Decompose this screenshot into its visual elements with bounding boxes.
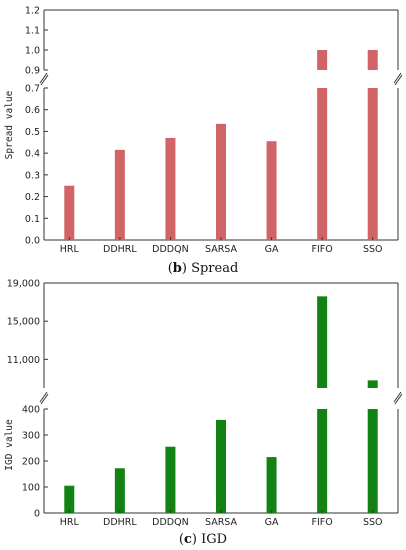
x-tick-label: DDDQN — [152, 244, 189, 255]
y-tick-label: 400 — [22, 405, 40, 416]
y-tick-label: 1.0 — [25, 46, 40, 57]
x-tick-label: SARSA — [205, 244, 238, 255]
chart-panel-c: 0 100 200 300 400 11,000 15,000 19,000 HRL DDHRL D… — [4, 279, 403, 547]
y-tick-label: 1.2 — [25, 6, 40, 17]
y-tick-label: 100 — [22, 483, 40, 494]
axis-break-mark — [39, 391, 48, 403]
x-tick-label: GA — [265, 244, 279, 255]
x-tick-label: GA — [265, 517, 279, 528]
bar-ga — [266, 457, 277, 513]
bar-dddqn — [165, 137, 176, 240]
axis-break-gap — [39, 393, 49, 403]
y-tick-label: 0.0 — [25, 236, 40, 247]
axis-break-gap — [39, 74, 49, 84]
x-tick-label: SSO — [363, 517, 383, 528]
bar-sso — [367, 88, 378, 240]
x-tick-label: HRL — [60, 244, 80, 255]
bar-sarsa — [216, 123, 226, 240]
y-tick-label: 0.5 — [25, 127, 40, 138]
y-tick-label: 0.6 — [25, 105, 40, 116]
y-tick-label: 1.1 — [25, 26, 40, 37]
bar-ga — [266, 141, 277, 240]
bar-fifo — [317, 409, 328, 513]
bar-fifo — [317, 88, 328, 240]
y-tick-label: 200 — [22, 457, 40, 468]
bar-hrl — [64, 485, 75, 513]
bar-ddhrl — [114, 468, 125, 513]
x-tick-label: DDDQN — [152, 517, 189, 528]
axis-break-mark — [40, 393, 49, 405]
axis-break-mark — [393, 72, 402, 84]
y-tick-label: 0.9 — [25, 66, 40, 77]
y-tick-label: 0.4 — [25, 149, 40, 160]
y-tick-label: 0.2 — [25, 192, 40, 203]
bar-dddqn — [165, 446, 176, 513]
x-tick-label: FIFO — [312, 244, 333, 255]
axis-break-mark — [394, 393, 403, 405]
bar-sso-upper — [367, 50, 378, 70]
bar-sso-upper — [367, 380, 378, 388]
axis-break-mark — [393, 391, 402, 403]
panel-caption: (b) Spread — [168, 261, 239, 276]
bar-sarsa — [216, 419, 226, 513]
axis-break-mark — [40, 74, 49, 86]
y-tick-label: 0 — [34, 509, 40, 520]
y-axis-title: Spread value — [4, 90, 15, 159]
bar-hrl — [64, 185, 75, 240]
y-tick-label: 15,000 — [7, 317, 40, 328]
chart-panel-b: 0.0 0.1 0.2 0.3 0.4 0.5 0.6 0.7 0.9 1.0 1.1 1.2 HRL D… — [4, 6, 403, 276]
bar-sso — [367, 409, 378, 513]
y-tick-label: 0.7 — [25, 84, 40, 95]
y-tick-label: 11,000 — [7, 355, 40, 366]
y-tick-label: 19,000 — [7, 279, 40, 290]
axis-break-gap — [393, 74, 403, 84]
axis-break-gap — [393, 393, 403, 403]
x-tick-label: DDHRL — [103, 517, 137, 528]
bar-fifo-upper — [317, 296, 328, 388]
axis-break-mark — [39, 72, 48, 84]
x-tick-label: SARSA — [205, 517, 238, 528]
axis-break-mark — [394, 74, 403, 86]
panel-caption: (c) IGD — [179, 532, 227, 547]
x-tick-label: FIFO — [312, 517, 333, 528]
x-tick-label: SSO — [363, 244, 383, 255]
bar-fifo-upper — [317, 50, 328, 70]
x-tick-label: HRL — [60, 517, 80, 528]
y-tick-label: 0.1 — [25, 214, 40, 225]
bar-ddhrl — [114, 149, 125, 240]
x-tick-label: DDHRL — [103, 244, 137, 255]
y-tick-label: 300 — [22, 431, 40, 442]
y-tick-label: 0.3 — [25, 170, 40, 181]
y-axis-title: IGD value — [4, 419, 15, 471]
